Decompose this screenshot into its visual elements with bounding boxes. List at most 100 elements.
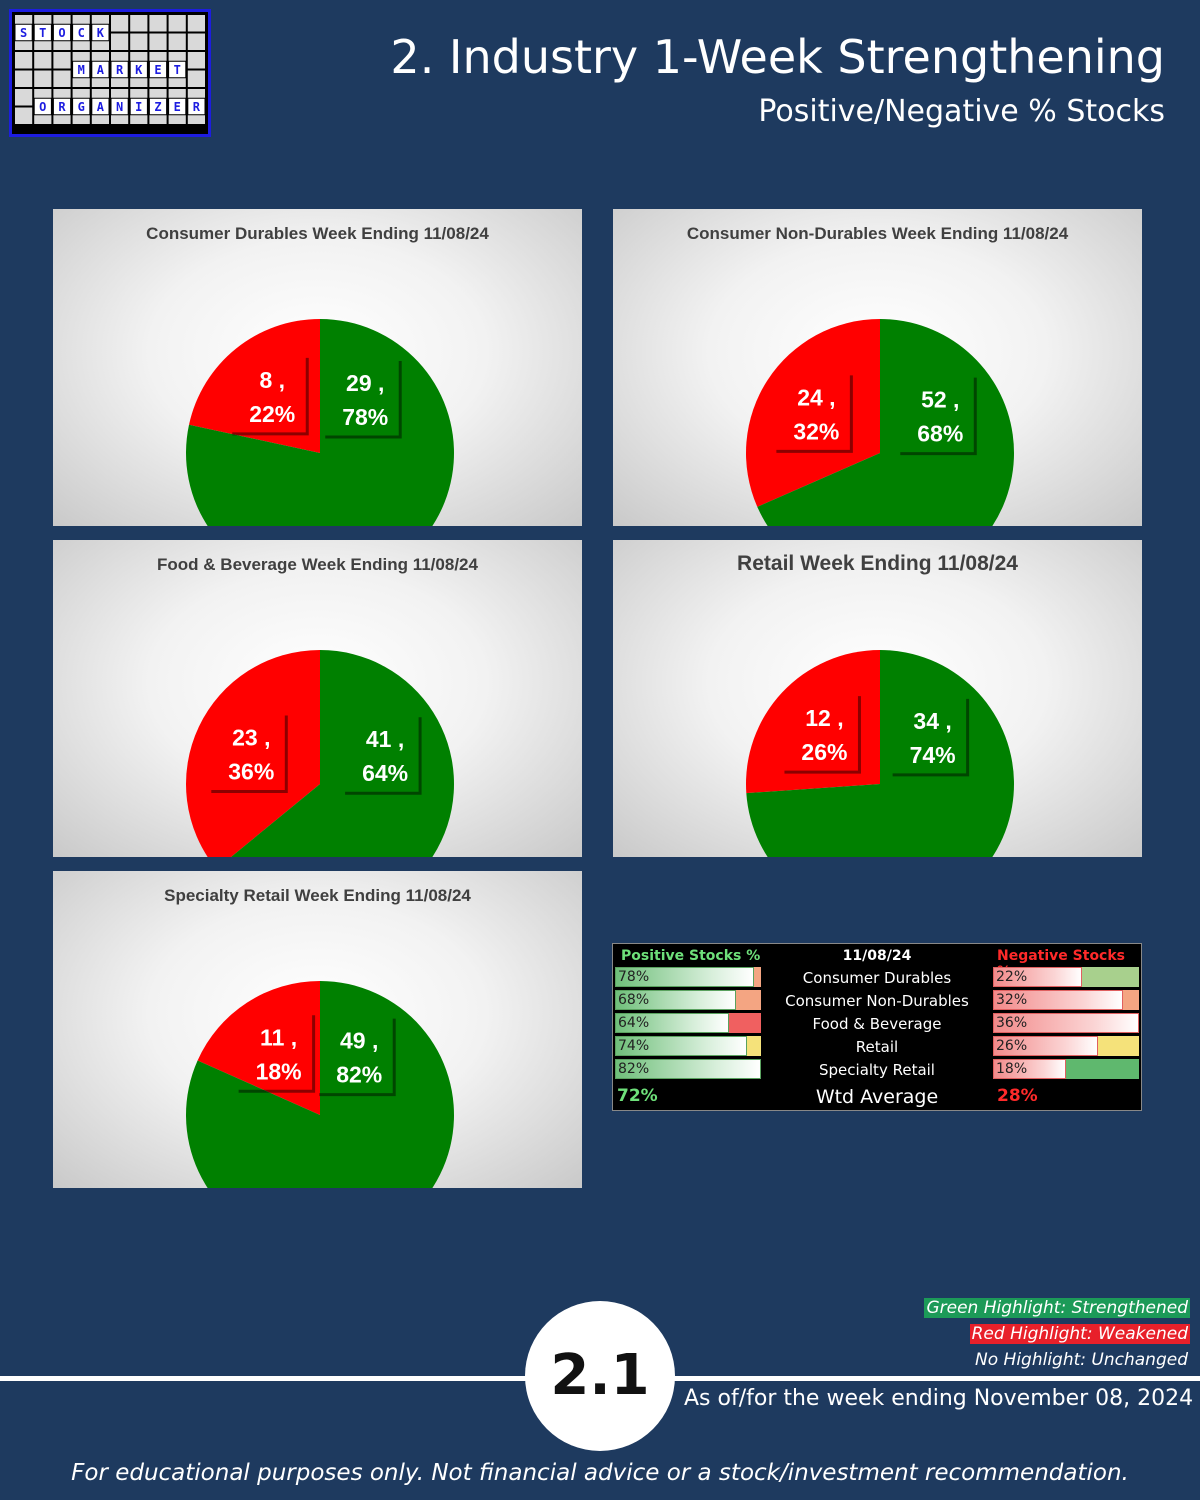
svg-text:26%: 26% bbox=[801, 739, 847, 765]
positive-cell: 82% bbox=[615, 1059, 761, 1079]
pie-slice-positive bbox=[746, 650, 1014, 857]
pie-slice-negative bbox=[189, 319, 320, 453]
logo-letter-cell bbox=[33, 23, 52, 42]
logo-cell bbox=[187, 33, 205, 50]
negative-percent: 32% bbox=[996, 992, 1028, 1008]
logo-cell bbox=[15, 52, 33, 69]
positive-column-header: Positive Stocks % bbox=[621, 948, 761, 964]
pie-slice-positive bbox=[186, 981, 454, 1188]
pie-chart-food-beverage: Food & Beverage Week Ending 11/08/24 23 ,… bbox=[157, 555, 479, 857]
data-label-negative: 12 , 26% bbox=[784, 696, 861, 774]
logo-letter-cell bbox=[52, 23, 72, 42]
logo-letter: E bbox=[154, 63, 161, 77]
logo-letter: T bbox=[174, 63, 181, 77]
logo-cell bbox=[111, 15, 129, 32]
logo-cell bbox=[53, 52, 71, 69]
date-column-header: 11/08/24 bbox=[842, 948, 912, 964]
industry-name: Retail bbox=[855, 1038, 899, 1056]
positive-cell: 78% bbox=[615, 967, 761, 987]
svg-text:22%: 22% bbox=[249, 401, 295, 427]
positive-databar bbox=[615, 967, 754, 987]
logo-letter-cell bbox=[14, 23, 33, 42]
svg-text:64%: 64% bbox=[362, 760, 408, 786]
logo-letter: K bbox=[135, 63, 143, 77]
pie-slice-negative bbox=[746, 650, 880, 794]
svg-text:68%: 68% bbox=[917, 421, 963, 447]
summary-footer-row: 72% Wtd Average 28% bbox=[613, 1085, 1143, 1108]
pie-slice-negative bbox=[197, 981, 320, 1115]
positive-cell: 68% bbox=[615, 990, 761, 1010]
pie-slice-negative bbox=[186, 650, 320, 857]
positive-databar bbox=[615, 1059, 761, 1079]
logo-cell bbox=[130, 33, 148, 50]
negative-percent: 18% bbox=[996, 1061, 1028, 1077]
pie-chart-panel-1: Consumer Durables Week Ending 11/08/24 8 … bbox=[53, 209, 582, 526]
negative-cell: 32% bbox=[993, 990, 1139, 1010]
negative-cell: 26% bbox=[993, 1036, 1139, 1056]
svg-text:12 ,: 12 , bbox=[805, 705, 843, 731]
logo-letter: S bbox=[20, 26, 27, 40]
summary-row: 74% Retail 26% bbox=[613, 1036, 1143, 1058]
logo-letter-cell bbox=[148, 60, 168, 79]
negative-databar bbox=[993, 1059, 1066, 1079]
logo-letter-cell bbox=[187, 97, 206, 116]
logo-cell bbox=[34, 70, 52, 87]
pie-chart-title: Specialty Retail Week Ending 11/08/24 bbox=[164, 886, 471, 905]
logo-cell bbox=[53, 70, 71, 87]
logo-letter-cell bbox=[72, 23, 91, 42]
svg-text:52 ,: 52 , bbox=[921, 387, 959, 413]
data-label-positive: 34 , 74% bbox=[892, 698, 970, 777]
positive-percent: 78% bbox=[618, 969, 650, 985]
logo-letter: R bbox=[58, 100, 66, 114]
logo-letter: R bbox=[116, 63, 124, 77]
page-title: 2. Industry 1-Week Strengthening bbox=[390, 30, 1165, 84]
svg-text:34 ,: 34 , bbox=[913, 708, 951, 734]
logo-cell bbox=[15, 70, 33, 87]
logo-cell bbox=[187, 70, 205, 87]
logo-cell bbox=[15, 107, 33, 124]
logo-letter-cell bbox=[72, 97, 91, 116]
logo-letter-cell bbox=[168, 60, 187, 79]
legend-no-highlight: No Highlight: Unchanged bbox=[975, 1350, 1188, 1370]
logo-letter: C bbox=[78, 26, 85, 40]
negative-percent: 36% bbox=[996, 1015, 1028, 1031]
positive-databar bbox=[615, 990, 737, 1010]
legend-red-highlight: Red Highlight: Weakened bbox=[969, 1324, 1190, 1344]
industry-name: Consumer Durables bbox=[802, 969, 952, 987]
svg-text:24 ,: 24 , bbox=[797, 384, 835, 410]
logo-letter: G bbox=[78, 100, 85, 114]
logo-letter-cell bbox=[52, 97, 72, 116]
negative-databar bbox=[993, 967, 1083, 987]
data-label-positive: 29 , 78% bbox=[325, 360, 402, 439]
page-number-badge: 2.1 bbox=[525, 1301, 675, 1451]
logo-letter: K bbox=[97, 26, 105, 40]
pie-chart-panel-3: Food & Beverage Week Ending 11/08/24 23 ,… bbox=[53, 540, 582, 857]
pie-chart-panel-4: Retail Week Ending 11/08/24 12 , 26% 34 , 74… bbox=[613, 540, 1142, 857]
logo-letter: O bbox=[39, 100, 46, 114]
positive-databar bbox=[615, 1036, 747, 1056]
logo-cell bbox=[168, 33, 186, 50]
data-label-negative: 11 , 18% bbox=[238, 1015, 316, 1093]
weighted-average-positive: 72% bbox=[617, 1086, 658, 1106]
logo-letter: O bbox=[58, 26, 65, 40]
svg-text:8 ,: 8 , bbox=[259, 367, 285, 393]
weighted-average-negative: 28% bbox=[997, 1086, 1038, 1106]
logo-letter: T bbox=[39, 26, 46, 40]
svg-text:82%: 82% bbox=[336, 1062, 382, 1088]
positive-cell: 64% bbox=[615, 1013, 761, 1033]
pie-chart-retail: Retail Week Ending 11/08/24 12 , 26% 34 , 74… bbox=[737, 552, 1018, 857]
data-label-positive: 41 , 64% bbox=[345, 717, 422, 795]
pie-slice-positive bbox=[186, 319, 455, 526]
summary-row: 64% Food & Beverage 36% bbox=[613, 1013, 1143, 1035]
logo-letter-cell bbox=[129, 97, 148, 116]
negative-databar bbox=[993, 1013, 1139, 1033]
logo-cell bbox=[187, 52, 205, 69]
logo-letter-cell bbox=[91, 97, 110, 116]
logo-letter: A bbox=[97, 100, 105, 114]
logo-cell bbox=[149, 15, 167, 32]
logo-letter: E bbox=[174, 100, 181, 114]
weighted-average-label: Wtd Average bbox=[815, 1086, 939, 1108]
positive-cell: 74% bbox=[615, 1036, 761, 1056]
logo-letter-cell bbox=[33, 97, 52, 116]
logo-cell bbox=[15, 89, 33, 106]
